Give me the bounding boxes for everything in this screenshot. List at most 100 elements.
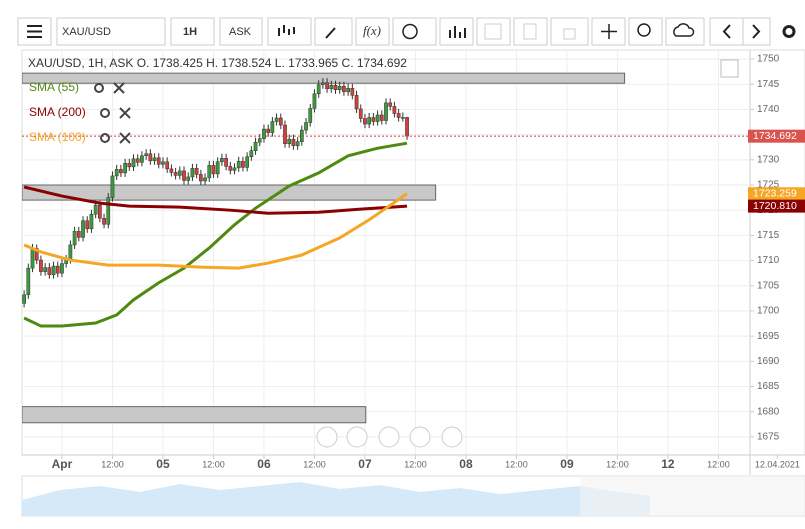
zoom-out[interactable] xyxy=(346,426,368,448)
navigator-area xyxy=(22,482,650,516)
y-tick-label: 1750 xyxy=(757,54,780,65)
next-button[interactable] xyxy=(742,17,771,46)
prev-button[interactable] xyxy=(709,17,744,46)
reset[interactable] xyxy=(378,426,400,448)
sma-remove[interactable] xyxy=(119,132,131,144)
x-tick-label: 12:00 xyxy=(303,459,326,469)
candle-body xyxy=(68,244,73,260)
candle-body xyxy=(329,85,334,90)
sma-line xyxy=(23,141,408,328)
candle-body xyxy=(51,265,56,275)
candle-body xyxy=(127,163,132,168)
candle-body xyxy=(358,108,363,119)
sma-remove[interactable] xyxy=(119,107,131,119)
y-tick-label: 1740 xyxy=(757,104,780,115)
candle-body xyxy=(253,141,258,151)
y-tick-label: 1705 xyxy=(757,280,780,291)
info-icon xyxy=(402,23,418,40)
candle-body xyxy=(43,267,47,272)
y-tick-label: 1715 xyxy=(757,230,780,241)
indicator-button[interactable] xyxy=(355,17,390,46)
candle-body xyxy=(283,124,287,144)
legend-entry: SMA (55) xyxy=(29,80,79,94)
candle-body xyxy=(177,170,182,176)
candle-body xyxy=(270,121,275,133)
candle-body xyxy=(304,122,308,131)
symbol: XAU/USD xyxy=(62,26,111,38)
candle-body xyxy=(144,153,148,157)
candle-body xyxy=(350,88,355,96)
candle-body xyxy=(375,114,380,122)
candle-body xyxy=(55,265,60,274)
candle-body xyxy=(316,84,321,95)
candle-body xyxy=(114,169,119,177)
y-tick-label: 1745 xyxy=(757,79,780,90)
legend-entry: SMA (200) xyxy=(29,105,86,119)
price-label: 1734.692 xyxy=(753,130,797,142)
candle-body xyxy=(388,102,393,107)
candle-body xyxy=(186,176,191,181)
candle-body xyxy=(39,259,43,272)
sma-settings[interactable] xyxy=(100,133,110,143)
candle-body xyxy=(26,267,31,296)
y-tick-label: 1730 xyxy=(757,154,780,165)
candle-body xyxy=(165,161,170,170)
x-tick-label: 12:00 xyxy=(404,459,427,469)
crosshair-icon xyxy=(601,24,617,39)
interval-button[interactable] xyxy=(170,17,215,46)
candle-body xyxy=(211,165,216,175)
draw-button[interactable] xyxy=(314,17,353,46)
candle-body xyxy=(371,117,376,122)
x-tick-label: 12:00 xyxy=(101,459,124,469)
lock-icon xyxy=(563,28,576,40)
scroll-left[interactable] xyxy=(316,426,338,448)
candle-body xyxy=(346,88,350,93)
sma-line xyxy=(23,185,408,215)
price-side-button[interactable] xyxy=(219,17,263,46)
candle-body xyxy=(85,220,90,230)
info-button[interactable] xyxy=(392,17,437,46)
candle-body xyxy=(131,158,136,168)
navigator-window[interactable] xyxy=(580,476,805,516)
x-tick-label: 12:00 xyxy=(202,459,225,469)
y-tick-label: 1695 xyxy=(757,331,780,342)
scroll-right[interactable] xyxy=(441,426,463,448)
bars-button[interactable] xyxy=(439,17,474,46)
sma-settings[interactable] xyxy=(94,83,104,93)
zoom-in[interactable] xyxy=(409,426,431,448)
candle-body xyxy=(266,128,271,133)
candle-body xyxy=(321,82,325,86)
sma-settings[interactable] xyxy=(100,108,110,118)
zoom-button[interactable] xyxy=(628,17,663,46)
candle-body xyxy=(379,114,384,121)
candle-body xyxy=(245,156,249,168)
navigation-controls xyxy=(316,426,463,448)
candle-body xyxy=(228,166,233,171)
candle-body xyxy=(30,248,35,269)
bars-icon xyxy=(449,26,466,38)
legend-entry: SMA (100) xyxy=(29,130,86,144)
candle-body xyxy=(76,231,81,238)
candle-body xyxy=(102,217,106,225)
symbol-input[interactable] xyxy=(56,17,166,46)
price-label-box xyxy=(748,199,805,213)
candle-body xyxy=(198,174,203,182)
candles-icon xyxy=(278,25,295,36)
candle-body xyxy=(152,157,157,162)
x-tick-label: 05 xyxy=(156,457,170,471)
cloud-button[interactable] xyxy=(665,17,705,46)
sma-remove[interactable] xyxy=(113,82,125,94)
candle-body xyxy=(207,165,212,179)
zoom-icon xyxy=(637,23,651,37)
candle-body xyxy=(249,150,254,158)
lock-button[interactable] xyxy=(550,17,589,46)
candle-body xyxy=(405,117,409,137)
popout-button[interactable] xyxy=(720,59,739,78)
menu-icon xyxy=(27,25,42,38)
settings-icon[interactable] xyxy=(782,25,796,38)
candle-body xyxy=(287,138,292,144)
pencil-icon xyxy=(325,27,336,39)
candle-body xyxy=(333,85,338,91)
candle-body xyxy=(241,161,245,168)
